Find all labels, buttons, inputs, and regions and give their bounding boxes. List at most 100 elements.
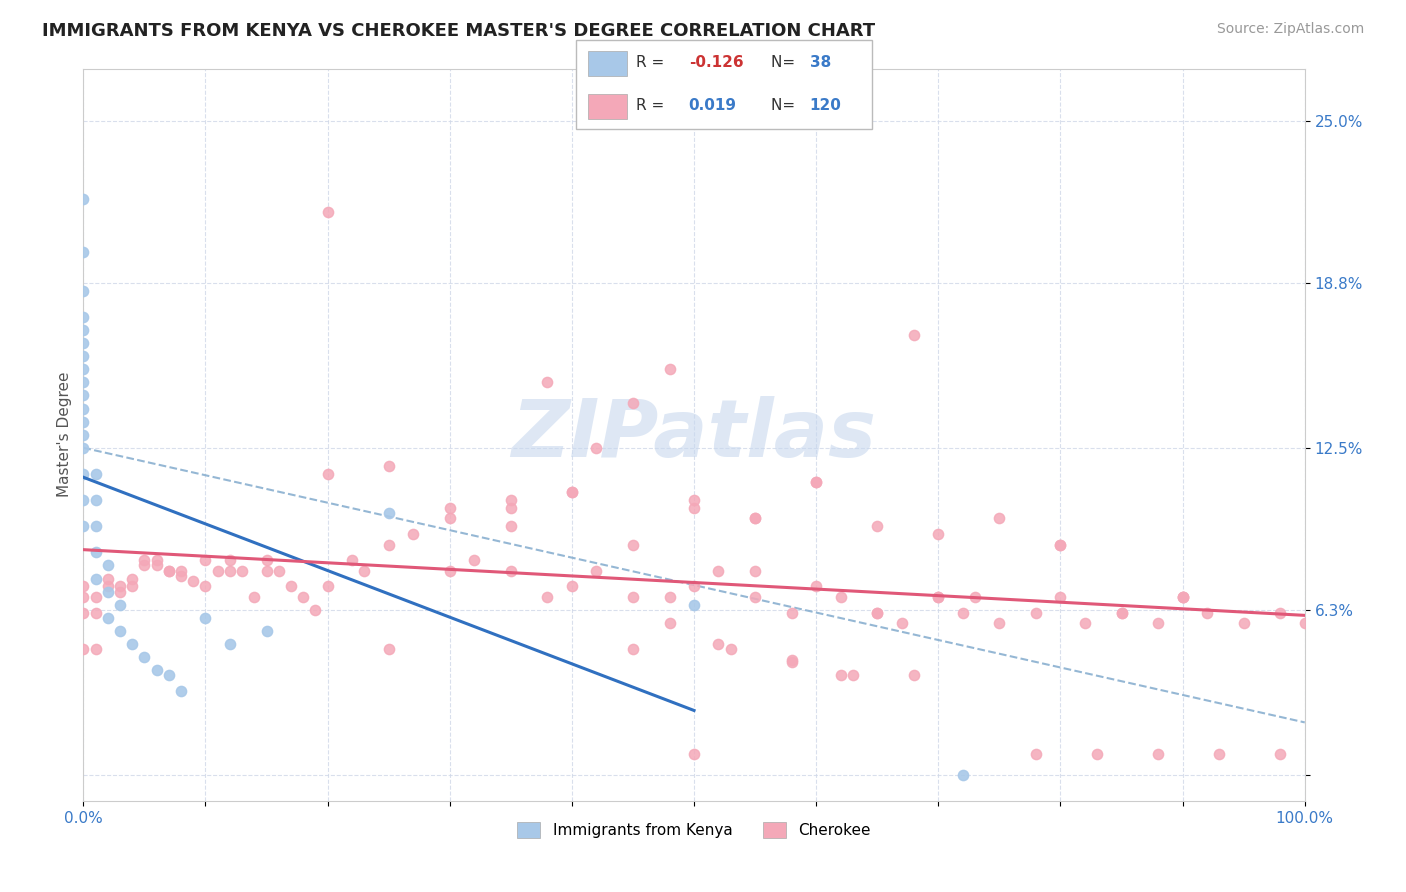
Point [353,564,375,578]
Point [84,545,107,559]
Point [218,553,240,567]
Point [536,376,558,390]
Point [1208,747,1230,761]
Point [707,564,730,578]
Point [145,663,167,677]
Point [231,564,253,578]
Point [170,564,193,578]
Point [780,655,803,669]
Point [1111,606,1133,620]
Text: IMMIGRANTS FROM KENYA VS CHEROKEE MASTER'S DEGREE CORRELATION CHART: IMMIGRANTS FROM KENYA VS CHEROKEE MASTER… [42,22,876,40]
Point [621,642,644,657]
FancyBboxPatch shape [588,51,627,76]
Point [780,653,803,667]
Text: N=: N= [772,98,800,113]
Point [97,584,120,599]
Point [157,564,180,578]
Point [84,590,107,604]
Point [561,485,583,500]
Point [842,668,865,682]
Point [72,606,94,620]
Point [1074,615,1097,630]
Point [830,590,852,604]
Point [304,603,326,617]
Point [72,284,94,298]
Point [280,579,302,593]
Point [97,572,120,586]
Point [780,606,803,620]
Point [439,564,461,578]
Point [72,579,94,593]
Point [585,564,607,578]
Point [1085,747,1108,761]
Point [256,624,278,638]
Point [927,527,949,541]
Point [988,511,1011,525]
Point [499,564,522,578]
Point [1111,606,1133,620]
Point [72,349,94,363]
Point [866,519,889,533]
Point [72,362,94,376]
Point [316,205,339,219]
Point [806,475,828,489]
Point [952,606,974,620]
Point [145,558,167,573]
Point [108,584,131,599]
Text: R =: R = [636,55,669,70]
Point [194,611,217,625]
Point [952,768,974,782]
Point [658,590,681,604]
Point [707,637,730,651]
Point [267,564,290,578]
Point [658,362,681,376]
Point [1171,590,1194,604]
Point [1270,747,1292,761]
Point [683,598,706,612]
Text: 38: 38 [810,55,831,70]
Point [561,485,583,500]
Point [72,519,94,533]
Legend: Immigrants from Kenya, Cherokee: Immigrants from Kenya, Cherokee [512,816,877,845]
Point [134,650,156,665]
Point [170,684,193,698]
Point [72,323,94,337]
Point [72,467,94,481]
Point [194,553,217,567]
Point [683,579,706,593]
Point [683,500,706,515]
Point [157,668,180,682]
Point [194,579,217,593]
Point [97,611,120,625]
Y-axis label: Master's Degree: Master's Degree [58,372,72,498]
Point [316,467,339,481]
Point [72,310,94,324]
Point [157,564,180,578]
Point [72,376,94,390]
Point [1147,747,1170,761]
Text: Source: ZipAtlas.com: Source: ZipAtlas.com [1216,22,1364,37]
Point [499,493,522,508]
Point [621,537,644,551]
Point [536,590,558,604]
Point [145,553,167,567]
FancyBboxPatch shape [576,40,872,129]
Point [84,606,107,620]
Point [683,493,706,508]
Point [72,493,94,508]
Point [499,519,522,533]
Point [463,553,485,567]
Text: 0.019: 0.019 [689,98,737,113]
Point [72,401,94,416]
Point [1025,606,1047,620]
Point [1049,590,1071,604]
Point [84,467,107,481]
Point [134,553,156,567]
Point [72,441,94,455]
Point [402,527,425,541]
Point [927,590,949,604]
Point [963,590,986,604]
Point [72,590,94,604]
Point [97,579,120,593]
Point [377,506,399,520]
